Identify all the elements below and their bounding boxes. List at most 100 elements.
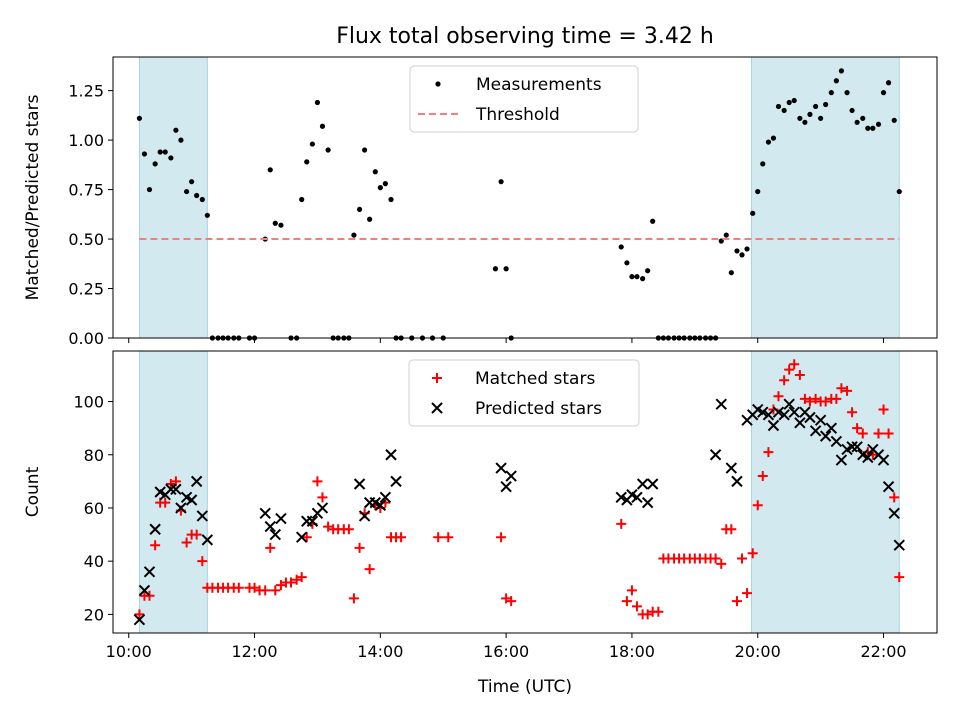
data-point [616, 518, 627, 529]
data-point [865, 125, 871, 131]
data-point [723, 232, 729, 238]
data-point [631, 601, 642, 612]
data-point [190, 475, 203, 488]
data-point [351, 232, 357, 238]
data-point [802, 119, 808, 125]
data-point [275, 580, 286, 591]
data-point [377, 185, 383, 191]
data-point [820, 396, 831, 407]
data-point [433, 532, 444, 543]
legend-marker [432, 373, 442, 383]
series-matched-stars [134, 359, 905, 620]
data-point [849, 107, 855, 114]
data-point [372, 169, 378, 175]
data-point [789, 359, 800, 370]
data-point [362, 147, 368, 153]
y-tick-label: 0.50 [68, 230, 104, 249]
data-point [189, 179, 195, 185]
data-point [621, 596, 632, 607]
data-point [141, 151, 148, 157]
data-point [875, 121, 882, 127]
data-point [165, 483, 177, 496]
data-point [267, 167, 273, 173]
data-point [374, 499, 387, 512]
y-tick-label: 20 [84, 605, 104, 624]
data-point [260, 585, 271, 596]
data-point [500, 480, 512, 493]
data-point [804, 396, 815, 407]
data-point [136, 115, 143, 121]
series-predicted-stars [133, 398, 905, 626]
data-point [149, 523, 161, 535]
data-point [364, 564, 375, 575]
data-point [731, 596, 742, 607]
legend-marker [431, 402, 443, 414]
data-point [762, 409, 775, 421]
data-point [645, 268, 651, 274]
data-point [641, 496, 654, 509]
data-point [259, 507, 271, 519]
data-point [882, 480, 895, 493]
data-point [146, 186, 153, 193]
y-tick-label: 0.00 [68, 329, 104, 348]
data-point [828, 90, 834, 96]
data-point [185, 494, 198, 506]
data-point [636, 478, 649, 490]
data-point [443, 532, 454, 543]
data-point [784, 364, 795, 375]
data-point [316, 502, 329, 514]
panel-flux-ratio: 0.00 0.25 0.50 0.75 1.00 1.25 Matched/Predicte… [23, 56, 938, 348]
data-point [170, 483, 182, 496]
data-point [194, 192, 200, 199]
data-point [836, 383, 847, 394]
plot-frame [112, 350, 938, 634]
data-point [880, 90, 887, 96]
data-point [291, 574, 302, 585]
data-point [810, 393, 821, 404]
data-point [770, 135, 777, 141]
data-point [506, 596, 517, 607]
data-point [779, 375, 790, 386]
data-point [737, 553, 748, 564]
data-point [312, 476, 323, 487]
data-point [783, 398, 795, 410]
data-point [265, 542, 276, 553]
data-point [390, 475, 402, 488]
data-point [767, 419, 780, 432]
data-point [814, 414, 827, 426]
data-point [249, 582, 260, 593]
data-point [278, 222, 284, 228]
data-point [786, 99, 792, 106]
x-tick-label: 14:00 [357, 642, 403, 661]
data-point [173, 127, 179, 133]
data-point [646, 478, 659, 490]
data-point [844, 90, 850, 96]
data-point [319, 123, 326, 129]
data-point [870, 125, 876, 131]
data-point [846, 441, 858, 453]
data-point [197, 556, 208, 567]
data-point [888, 507, 900, 519]
data-point [788, 406, 800, 418]
data-point [133, 613, 146, 626]
data-point [496, 532, 507, 543]
data-point [725, 462, 738, 474]
data-point [752, 500, 763, 511]
data-point [710, 553, 721, 564]
data-point [157, 149, 163, 155]
y-tick-label: 40 [84, 552, 104, 571]
data-point [794, 369, 805, 380]
x-tick-label: 10:00 [106, 642, 152, 661]
data-point [757, 471, 768, 482]
data-point [353, 478, 366, 490]
data-point [760, 161, 766, 167]
data-point [889, 492, 900, 503]
data-point [626, 585, 637, 596]
data-point [379, 491, 392, 504]
data-point [304, 159, 310, 165]
data-point [830, 435, 843, 448]
data-point [716, 558, 727, 569]
data-point [618, 244, 624, 250]
data-point [799, 393, 810, 404]
